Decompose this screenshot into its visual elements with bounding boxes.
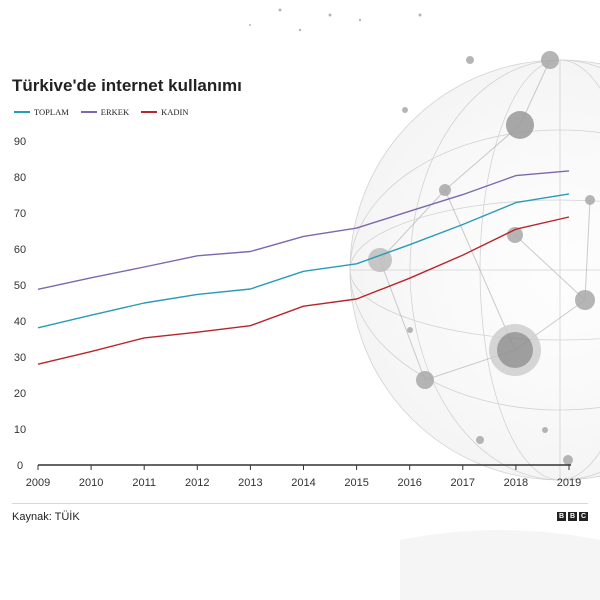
y-tick-label: 80 (14, 172, 26, 184)
y-tick-label: 20 (14, 388, 26, 400)
legend-label-erkek: ERKEK (100, 107, 130, 117)
bbc-logo-letter: C (579, 512, 588, 521)
y-tick-label: 60 (14, 244, 26, 256)
x-tick-label: 2012 (185, 477, 209, 489)
x-tick-label: 2009 (26, 477, 50, 489)
x-tick-label: 2017 (451, 477, 475, 489)
x-tick-label: 2019 (557, 477, 581, 489)
x-tick-label: 2018 (504, 477, 528, 489)
x-tick-label: 2016 (397, 477, 421, 489)
chart-title: Türkive'de internet kullanımı (12, 76, 242, 95)
x-tick-label: 2011 (132, 477, 156, 489)
legend-item-toplam: TOPLAM (14, 107, 69, 117)
source-note: Kaynak: TÜİK (12, 511, 80, 523)
chart-legend: TOPLAM ERKEK KADIN (14, 107, 189, 117)
bbc-logo-letter: B (557, 512, 566, 521)
x-tick-label: 2013 (238, 477, 262, 489)
y-tick-label: 30 (14, 352, 26, 364)
x-tick-label: 2015 (344, 477, 368, 489)
legend-item-erkek: ERKEK (80, 107, 130, 117)
series-line-erkek (37, 170, 570, 290)
legend-swatch-toplam (14, 111, 30, 113)
legend-label-toplam: TOPLAM (34, 107, 69, 117)
y-tick-label: 50 (14, 280, 26, 292)
y-tick-label: 70 (14, 208, 26, 220)
x-tick-label: 2014 (291, 477, 315, 489)
x-tick-label: 2010 (79, 477, 103, 489)
legend-item-kadin: KADIN (141, 107, 189, 117)
y-tick-label: 10 (14, 424, 26, 436)
legend-swatch-kadin (141, 111, 158, 113)
footer-divider (12, 503, 588, 504)
legend-label-kadin: KADIN (161, 107, 189, 117)
bbc-logo: B B C (557, 512, 588, 521)
y-tick-label: 40 (14, 316, 26, 328)
series-line-kadin (37, 216, 570, 365)
legend-swatch-erkek (80, 111, 97, 113)
bbc-logo-letter: B (568, 512, 577, 521)
y-tick-label: 0 (17, 460, 23, 472)
y-tick-label: 90 (14, 136, 26, 148)
series-line-toplam (37, 193, 570, 329)
